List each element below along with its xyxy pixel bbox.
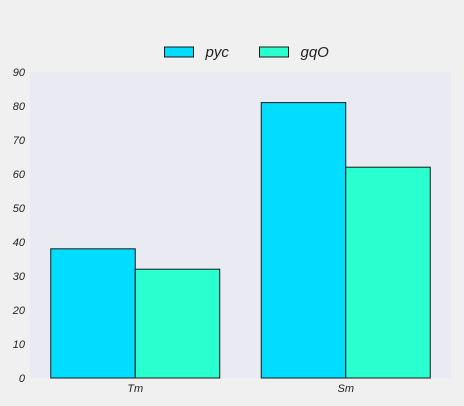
bar-pyc-Sm [260, 102, 347, 379]
legend: pyc gqO [164, 44, 330, 61]
bar-pyc-Tm [50, 248, 136, 379]
y-tick-label: 70 [13, 135, 26, 147]
y-tick-label: 80 [13, 101, 26, 113]
bars [50, 102, 431, 379]
y-tick-label: 0 [19, 373, 26, 385]
y-tick-label: 30 [13, 271, 26, 283]
x-tick-label: Sm [338, 383, 355, 395]
legend-label-pyc: pyc [205, 44, 230, 61]
y-tick-label: 60 [13, 169, 26, 181]
legend-swatch-pyc [164, 46, 194, 58]
y-tick-label: 90 [13, 67, 26, 79]
x-tick-label: Tm [127, 383, 143, 395]
y-tick-label: 40 [13, 237, 26, 249]
y-axis: 0 10 20 30 40 50 60 70 80 90 [12, 67, 26, 385]
y-tick-label: 10 [13, 339, 26, 351]
legend-label-gqO: gqO [301, 44, 330, 61]
x-axis: Tm Sm [127, 383, 354, 395]
y-tick-label: 50 [13, 203, 26, 215]
y-tick-label: 20 [12, 305, 26, 317]
bar-gqO-Sm [345, 166, 431, 379]
bar-gqO-Tm [134, 268, 221, 379]
legend-swatch-gqO [259, 46, 289, 58]
